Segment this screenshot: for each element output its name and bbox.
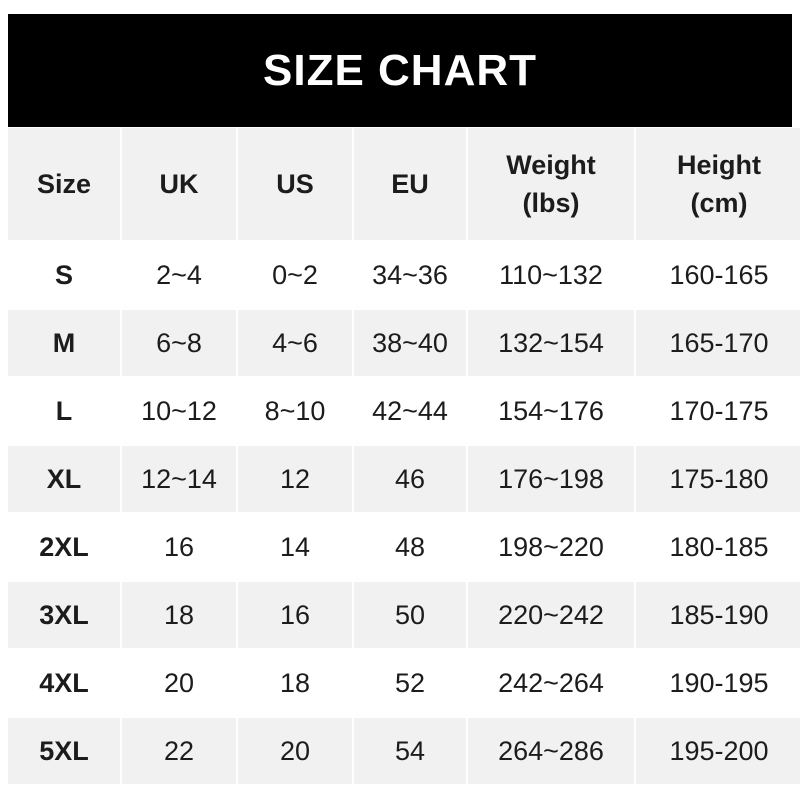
cell-us: 4~6 (238, 310, 352, 376)
header-label: Weight (506, 150, 596, 180)
header-us: US (238, 128, 352, 240)
cell-height: 165-170 (636, 310, 800, 376)
cell-uk: 22 (122, 718, 236, 784)
cell-uk: 16 (122, 514, 236, 580)
cell-weight: 176~198 (468, 446, 634, 512)
cell-weight: 264~286 (468, 718, 634, 784)
cell-height: 185-190 (636, 582, 800, 648)
header-label: EU (391, 169, 429, 199)
table-row: 3XL 18 16 50 220~242 185-190 (8, 582, 800, 648)
size-chart-table: Size UK US EU Weight (lbs) Height (cm) S 2~4 0~2 3… (6, 126, 800, 786)
cell-size: XL (8, 446, 120, 512)
size-chart-title: SIZE CHART (8, 14, 792, 127)
cell-size: L (8, 378, 120, 444)
cell-size: 5XL (8, 718, 120, 784)
table-row: L 10~12 8~10 42~44 154~176 170-175 (8, 378, 800, 444)
cell-size: S (8, 242, 120, 308)
cell-uk: 2~4 (122, 242, 236, 308)
cell-height: 170-175 (636, 378, 800, 444)
cell-weight: 220~242 (468, 582, 634, 648)
table-row: M 6~8 4~6 38~40 132~154 165-170 (8, 310, 800, 376)
cell-height: 195-200 (636, 718, 800, 784)
cell-eu: 54 (354, 718, 466, 784)
cell-weight: 132~154 (468, 310, 634, 376)
cell-us: 0~2 (238, 242, 352, 308)
cell-uk: 20 (122, 650, 236, 716)
table-row: 4XL 20 18 52 242~264 190-195 (8, 650, 800, 716)
cell-eu: 42~44 (354, 378, 466, 444)
table-row: 5XL 22 20 54 264~286 195-200 (8, 718, 800, 784)
cell-size: 4XL (8, 650, 120, 716)
cell-eu: 48 (354, 514, 466, 580)
header-uk: UK (122, 128, 236, 240)
header-row: Size UK US EU Weight (lbs) Height (cm) (8, 128, 800, 240)
table-row: XL 12~14 12 46 176~198 175-180 (8, 446, 800, 512)
table-row: 2XL 16 14 48 198~220 180-185 (8, 514, 800, 580)
cell-us: 16 (238, 582, 352, 648)
header-label: US (276, 169, 314, 199)
cell-uk: 12~14 (122, 446, 236, 512)
cell-eu: 38~40 (354, 310, 466, 376)
cell-weight: 198~220 (468, 514, 634, 580)
cell-weight: 154~176 (468, 378, 634, 444)
cell-weight: 110~132 (468, 242, 634, 308)
cell-eu: 46 (354, 446, 466, 512)
header-weight: Weight (lbs) (468, 128, 634, 240)
header-label: (lbs) (522, 188, 580, 218)
cell-eu: 52 (354, 650, 466, 716)
header-label: (cm) (690, 188, 748, 218)
cell-height: 180-185 (636, 514, 800, 580)
cell-height: 175-180 (636, 446, 800, 512)
header-label: Size (36, 169, 92, 199)
cell-us: 20 (238, 718, 352, 784)
cell-uk: 6~8 (122, 310, 236, 376)
cell-us: 18 (238, 650, 352, 716)
cell-uk: 18 (122, 582, 236, 648)
cell-height: 160-165 (636, 242, 800, 308)
header-size: Size (8, 128, 120, 240)
cell-us: 8~10 (238, 378, 352, 444)
header-label: UK (159, 169, 199, 199)
cell-eu: 50 (354, 582, 466, 648)
cell-uk: 10~12 (122, 378, 236, 444)
cell-size: 3XL (8, 582, 120, 648)
cell-eu: 34~36 (354, 242, 466, 308)
cell-us: 14 (238, 514, 352, 580)
cell-us: 12 (238, 446, 352, 512)
cell-size: 2XL (8, 514, 120, 580)
cell-size: M (8, 310, 120, 376)
cell-weight: 242~264 (468, 650, 634, 716)
header-label: Height (677, 150, 761, 180)
header-height: Height (cm) (636, 128, 800, 240)
header-eu: EU (354, 128, 466, 240)
table-row: S 2~4 0~2 34~36 110~132 160-165 (8, 242, 800, 308)
cell-height: 190-195 (636, 650, 800, 716)
